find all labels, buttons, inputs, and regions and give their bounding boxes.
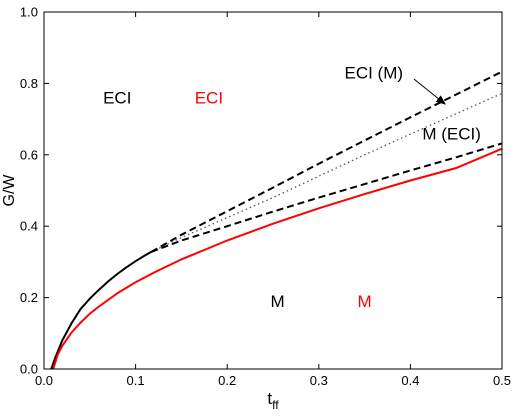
- annotation-label-6: M (ECI): [422, 124, 481, 143]
- x-tick-label: 0.5: [493, 373, 511, 388]
- annotation-label-5: ECI (M): [344, 64, 403, 83]
- y-tick-label: 0.0: [20, 362, 38, 377]
- series-line-4-dotted: [150, 92, 503, 253]
- x-tick-label: 0.2: [218, 373, 236, 388]
- series-line-1-solid: [50, 251, 152, 370]
- y-tick-label: 0.8: [20, 76, 38, 91]
- x-tick-label: 0.4: [401, 373, 419, 388]
- y-tick-label: 1.0: [20, 5, 38, 20]
- annotation-label-3: M: [270, 292, 284, 311]
- tick-group: 0.0 0.1 0.2 0.3 0.4 0.5 0.0 0.2 0.4 0.6 0.8 1.0: [20, 5, 511, 389]
- series-group: [50, 70, 503, 370]
- series-line-3-dashed: [150, 70, 503, 253]
- x-axis-label-subscript: ff: [272, 398, 279, 412]
- x-axis-label: tff: [267, 389, 279, 412]
- series-line-2-solid: [52, 147, 503, 370]
- x-tick-label: 0.3: [310, 373, 328, 388]
- annotation-label-1: ECI: [103, 89, 131, 108]
- y-axis-label: G/W: [1, 174, 18, 207]
- annotation-label-4: M: [358, 292, 372, 311]
- x-tick-label: 0.1: [127, 373, 145, 388]
- y-tick-label: 0.2: [20, 290, 38, 305]
- plot-area-frame: [43, 11, 503, 370]
- y-tick-label: 0.6: [20, 147, 38, 162]
- x-tick-label: 0.0: [35, 373, 53, 388]
- annotation-group: ECI ECI M M ECI (M) M (ECI): [103, 64, 481, 311]
- x-axis-label-main: t: [267, 389, 272, 408]
- annotation-label-2: ECI: [195, 89, 223, 108]
- series-line-5-dashed: [150, 142, 503, 253]
- y-tick-label: 0.4: [20, 219, 38, 234]
- annotation-arrow: [413, 78, 446, 105]
